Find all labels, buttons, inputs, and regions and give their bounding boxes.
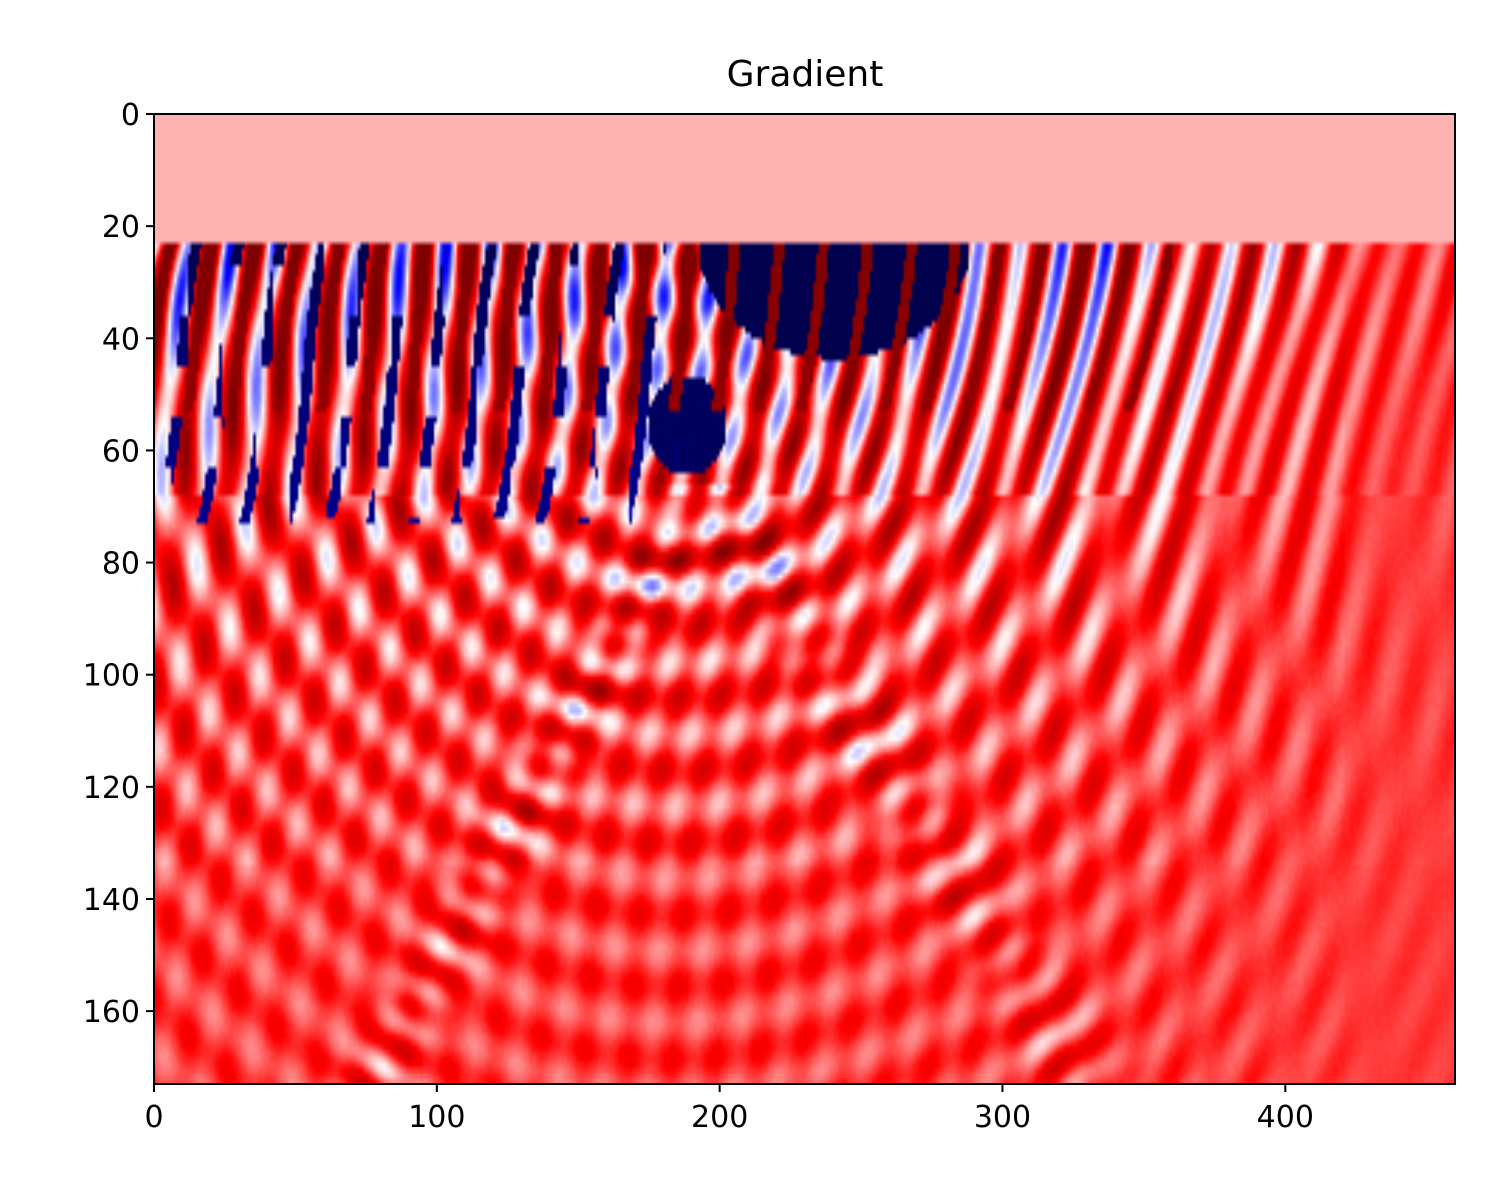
y-tick-label: 0 — [121, 98, 140, 133]
x-tick-label: 0 — [144, 1100, 163, 1135]
x-tick-label: 100 — [408, 1100, 465, 1135]
y-tick-label: 120 — [83, 771, 140, 806]
y-tick-label: 40 — [102, 322, 140, 357]
y-axis: 0 20 40 60 80 100 120 140 160 — [83, 98, 154, 1030]
y-tick-label: 20 — [102, 210, 140, 245]
y-tick-label: 140 — [83, 883, 140, 918]
heatmap-area — [154, 114, 1455, 1084]
x-axis: 0 100 200 300 400 — [144, 1084, 1314, 1135]
chart-title: Gradient — [727, 54, 884, 95]
y-tick-label: 100 — [83, 659, 140, 694]
y-tick-label: 160 — [83, 995, 140, 1030]
x-tick-label: 300 — [974, 1100, 1031, 1135]
y-tick-label: 60 — [102, 434, 140, 469]
x-tick-label: 400 — [1257, 1100, 1314, 1135]
heatmap-canvas — [154, 114, 1455, 1084]
plot-frame — [153, 113, 1456, 1085]
y-tick-label: 80 — [102, 547, 140, 582]
x-tick-label: 200 — [691, 1100, 748, 1135]
